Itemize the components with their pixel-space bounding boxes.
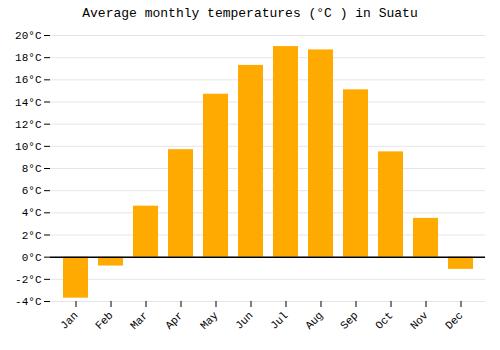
svg-text:16°C: 16°C bbox=[15, 74, 42, 86]
svg-text:0°C: 0°C bbox=[22, 252, 42, 264]
svg-text:Feb: Feb bbox=[93, 309, 115, 331]
svg-text:12°C: 12°C bbox=[15, 119, 42, 131]
svg-text:Jul: Jul bbox=[268, 309, 290, 331]
html-text:Average monthly temperatures (: Average monthly temperatures (°C ) in Su… bbox=[82, 6, 418, 21]
svg-text:4°C: 4°C bbox=[22, 207, 42, 219]
svg-text:Sep: Sep bbox=[338, 309, 360, 331]
svg-text:Oct: Oct bbox=[373, 309, 395, 331]
svg-text:Apr: Apr bbox=[163, 309, 185, 331]
svg-text:18°C: 18°C bbox=[15, 52, 42, 64]
svg-text:6°C: 6°C bbox=[22, 185, 42, 197]
svg-text:Mar: Mar bbox=[128, 309, 150, 331]
svg-text:Aug: Aug bbox=[303, 309, 325, 331]
svg-text:-2°C: -2°C bbox=[15, 274, 42, 286]
svg-text:Dec: Dec bbox=[443, 309, 465, 331]
svg-text:Jun: Jun bbox=[233, 309, 255, 331]
svg-text:-4°C: -4°C bbox=[15, 296, 42, 308]
svg-text:Nov: Nov bbox=[408, 309, 431, 332]
svg-text:2°C: 2°C bbox=[22, 230, 42, 242]
svg-text:Jan: Jan bbox=[58, 309, 80, 331]
svg-text:14°C: 14°C bbox=[15, 97, 42, 109]
svg-text:10°C: 10°C bbox=[15, 141, 42, 153]
svg-text:8°C: 8°C bbox=[22, 163, 42, 175]
svg-text:May: May bbox=[198, 309, 221, 332]
svg-text:20°C: 20°C bbox=[15, 30, 42, 42]
